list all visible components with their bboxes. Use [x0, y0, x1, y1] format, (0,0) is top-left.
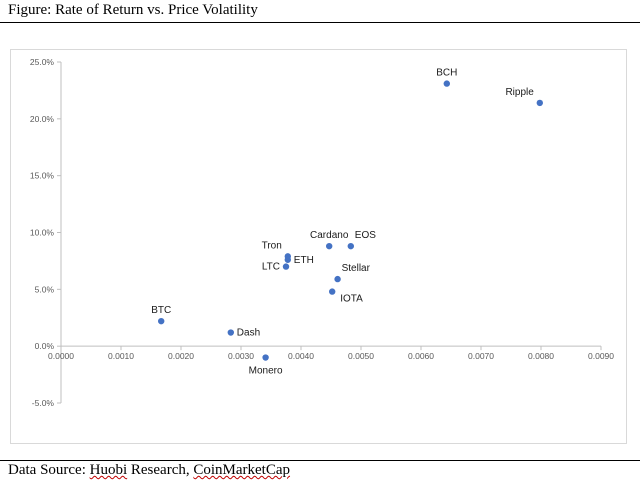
point-label-ripple: Ripple: [505, 87, 534, 98]
x-tick-label: 0.0080: [528, 351, 554, 361]
point-label-dash: Dash: [237, 328, 260, 339]
x-tick-label: 0.0060: [408, 351, 434, 361]
y-tick-label: 25.0%: [30, 57, 55, 67]
point-label-ltc: LTC: [262, 262, 280, 273]
point-label-stellar: Stellar: [342, 263, 371, 274]
point-ltc: [282, 263, 290, 270]
point-monero: [262, 354, 269, 361]
y-tick-label: 20.0%: [30, 114, 55, 124]
y-tick-label: 0.0%: [35, 341, 55, 351]
y-tick-label: -5.0%: [32, 398, 55, 408]
x-tick-label: 0.0020: [168, 351, 194, 361]
point-cardano: [326, 242, 333, 250]
point-bch: [443, 80, 450, 87]
source-name-huobi: Huobi: [89, 462, 128, 478]
point-label-eth: ETH: [294, 255, 314, 266]
data-source: Data Source: Huobi Research, CoinMarketC…: [8, 462, 290, 479]
x-tick-label: 0.0090: [588, 351, 614, 361]
point-eos: [347, 242, 354, 250]
source-name-cmc: CoinMarketCap: [193, 462, 291, 478]
figure-title: Figure: Rate of Return vs. Price Volatil…: [8, 2, 258, 18]
x-tick-label: 0.0050: [348, 351, 374, 361]
source-prefix: Data Source:: [8, 462, 90, 478]
point-btc: [158, 317, 165, 325]
point-ripple: [536, 99, 543, 107]
point-iota: [329, 288, 336, 295]
point-label-eos: EOS: [355, 230, 376, 241]
x-tick-label: 0.0010: [108, 351, 134, 361]
point-label-btc: BTC: [151, 305, 171, 316]
point-label-monero: Monero: [249, 366, 283, 377]
point-label-bch: BCH: [436, 68, 457, 79]
chart-frame: [10, 49, 627, 444]
y-tick-label: 5.0%: [35, 284, 55, 294]
x-tick-label: 0.0040: [288, 351, 314, 361]
y-tick-label: 15.0%: [30, 171, 55, 181]
point-label-tron: Tron: [262, 240, 282, 251]
point-eth: [284, 256, 291, 263]
point-dash: [227, 329, 234, 336]
point-label-iota: IOTA: [340, 294, 363, 305]
x-tick-label: 0.0000: [48, 351, 74, 361]
x-tick-label: 0.0030: [228, 351, 254, 361]
scatter-chart: -5.0% 0.0% 5.0% 10.0% 15.0% 20.0% 25.0% 0.0000 0…: [30, 57, 614, 408]
source-mid: Research,: [127, 462, 194, 478]
point-stellar: [334, 275, 341, 283]
y-tick-label: 10.0%: [30, 228, 55, 238]
x-tick-label: 0.0070: [468, 351, 494, 361]
bottom-rule: [0, 460, 640, 461]
point-label-cardano: Cardano: [310, 230, 349, 241]
top-rule: [0, 22, 640, 23]
